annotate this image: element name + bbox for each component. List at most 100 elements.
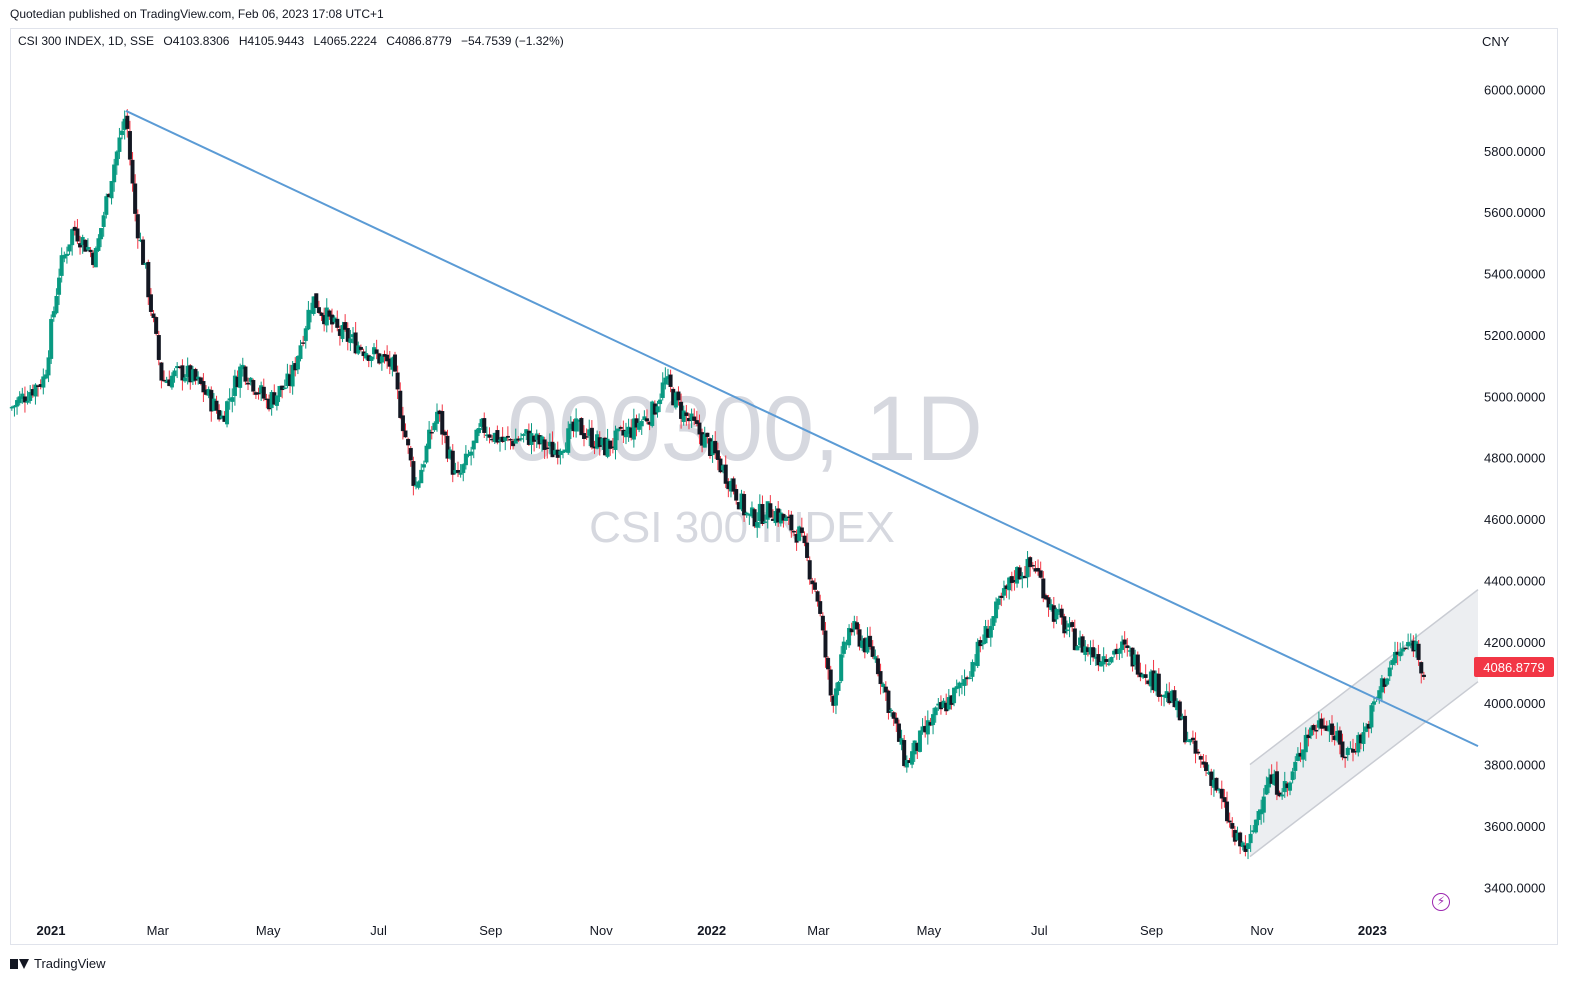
trendline[interactable] bbox=[125, 109, 1479, 748]
candle-body bbox=[1125, 645, 1130, 649]
candle-up bbox=[994, 597, 999, 623]
candle-up bbox=[1364, 722, 1369, 733]
candle-body bbox=[487, 434, 492, 438]
candle-body bbox=[886, 690, 891, 713]
candle-body bbox=[440, 411, 445, 435]
candle-down bbox=[154, 316, 159, 336]
ohlc-legend: CSI 300 INDEX, 1D, SSE O4103.8306 H4105.… bbox=[18, 34, 570, 48]
candle-up bbox=[658, 393, 663, 413]
x-tick-label: 2023 bbox=[1358, 923, 1387, 938]
candle-body bbox=[62, 254, 67, 259]
candle-body bbox=[406, 438, 411, 446]
candle-body bbox=[1385, 678, 1390, 685]
x-tick-label: Mar bbox=[807, 923, 830, 938]
candle-body bbox=[54, 295, 59, 314]
candle-up bbox=[46, 350, 51, 383]
candle-body bbox=[51, 311, 56, 318]
candle-body bbox=[238, 366, 243, 388]
candle-body bbox=[812, 582, 817, 590]
candle-down bbox=[1190, 730, 1195, 744]
candle-body bbox=[1372, 701, 1377, 705]
y-tick-label: 3400.0000 bbox=[1484, 880, 1545, 895]
candle-up bbox=[833, 682, 838, 715]
candle-up bbox=[1369, 703, 1374, 734]
candle-body bbox=[1400, 648, 1405, 652]
candle-body bbox=[193, 368, 198, 381]
price-axis[interactable]: 6000.0000 5800.0000 5600.0000 5400.0000 5200… bbox=[1484, 82, 1545, 895]
candle-down bbox=[146, 259, 151, 305]
candle-body bbox=[456, 470, 461, 473]
candle-body bbox=[1106, 663, 1111, 665]
candle-body bbox=[432, 422, 437, 431]
candle-body bbox=[1204, 762, 1209, 772]
x-tick-label: 2022 bbox=[697, 923, 726, 938]
lightning-icon[interactable]: ⚡ bbox=[1432, 893, 1450, 911]
candle-down bbox=[1143, 664, 1148, 685]
candle-up bbox=[33, 383, 38, 405]
candle-down bbox=[1125, 637, 1130, 657]
currency-label[interactable]: CNY bbox=[1482, 34, 1510, 49]
candle-body bbox=[369, 356, 374, 361]
candle-body bbox=[826, 657, 831, 670]
candle-down bbox=[411, 456, 416, 496]
candle-up bbox=[1188, 739, 1193, 746]
y-tick-label: 5000.0000 bbox=[1484, 389, 1545, 404]
candle-down bbox=[679, 393, 684, 429]
candle-up bbox=[1398, 642, 1403, 662]
candle-body bbox=[251, 379, 256, 392]
candle-down bbox=[214, 395, 219, 414]
candle-body bbox=[1070, 622, 1075, 627]
candle-up bbox=[931, 707, 936, 735]
candle-body bbox=[225, 401, 230, 425]
candle-body bbox=[668, 374, 673, 387]
candle-up bbox=[1256, 809, 1261, 826]
candle-body bbox=[663, 377, 668, 385]
candle-up bbox=[917, 730, 922, 753]
candle-up bbox=[797, 525, 802, 541]
tradingview-footer[interactable]: TradingView bbox=[10, 956, 106, 971]
candle-body bbox=[393, 354, 398, 372]
candle-body bbox=[807, 560, 812, 580]
candle-body bbox=[327, 310, 332, 317]
candle-down bbox=[828, 665, 833, 702]
candle-body bbox=[1393, 651, 1398, 664]
candle-body bbox=[715, 450, 720, 460]
candle-body bbox=[849, 628, 854, 633]
candle-down bbox=[1104, 654, 1109, 667]
candle-body bbox=[697, 422, 702, 435]
candle-up bbox=[744, 511, 749, 518]
candle-down bbox=[1177, 699, 1182, 721]
candle-down bbox=[327, 309, 332, 320]
candle-body bbox=[306, 309, 311, 330]
candle-body bbox=[1072, 628, 1077, 651]
candle-body bbox=[70, 229, 75, 246]
candle-body bbox=[198, 377, 203, 384]
candle-up bbox=[631, 408, 636, 448]
candle-body bbox=[962, 679, 967, 686]
candle-body bbox=[277, 385, 282, 397]
candle-up bbox=[970, 659, 975, 682]
candle-body bbox=[201, 380, 206, 393]
candle-down bbox=[818, 594, 823, 617]
candle-down bbox=[550, 431, 555, 458]
candle-down bbox=[1038, 561, 1043, 579]
candle-body bbox=[513, 438, 518, 444]
candle-down bbox=[22, 386, 27, 413]
candle-body bbox=[994, 601, 999, 619]
candle-down bbox=[1311, 723, 1316, 736]
candle-down bbox=[789, 510, 794, 538]
candle-up bbox=[1290, 767, 1295, 784]
candle-down bbox=[542, 436, 547, 459]
candles bbox=[9, 109, 1426, 860]
candle-body bbox=[101, 215, 106, 227]
candle-down bbox=[445, 429, 450, 463]
candle-body bbox=[1062, 616, 1067, 634]
candle-body bbox=[742, 494, 747, 516]
candle-down bbox=[1156, 668, 1161, 702]
candle-down bbox=[891, 711, 896, 726]
candle-up bbox=[282, 379, 287, 390]
candle-up bbox=[655, 400, 660, 418]
time-axis[interactable]: 2021 Mar May Jul Sep Nov 2022 Mar May Jul Sep Nov 20… bbox=[37, 923, 1387, 938]
candle-up bbox=[763, 514, 768, 524]
